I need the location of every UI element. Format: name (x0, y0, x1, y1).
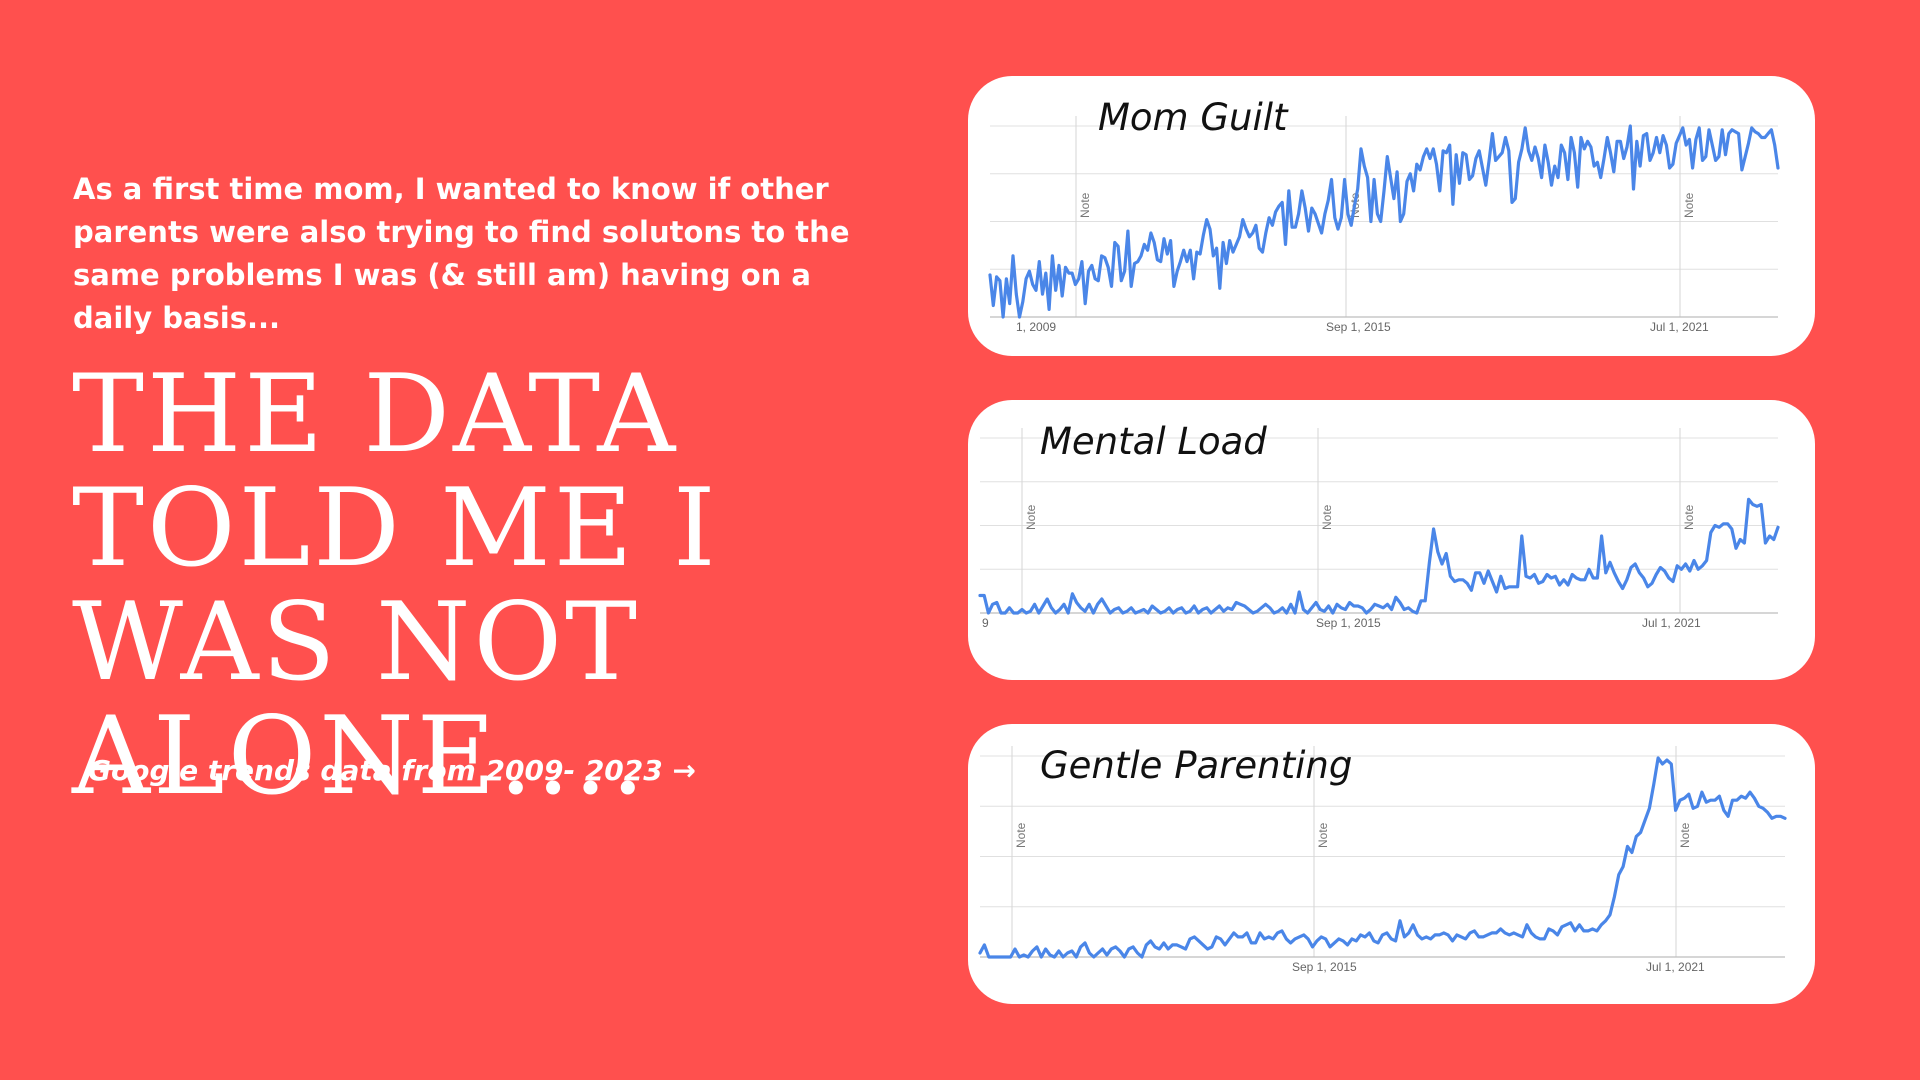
chart-card-mental-load: Note Note Note 9 Sep 1, 2015 Jul 1, 2021 Ment… (968, 400, 1815, 680)
chart-title-mom-guilt: Mom Guilt (1098, 96, 1288, 139)
intro-text: As a first time mom, I wanted to know if… (73, 172, 850, 335)
x-tick-label: Sep 1, 2015 (1316, 616, 1381, 630)
x-tick-label: Sep 1, 2015 (1326, 320, 1391, 334)
series-line-mental-load (978, 497, 1780, 615)
chart-mental-load: Note Note Note 9 Sep 1, 2015 Jul 1, 2021 (978, 428, 1780, 630)
note-label: Note (1024, 504, 1038, 530)
headline: THE DATA TOLD ME I WAS NOT ALONE.... (72, 352, 719, 819)
note-label: Note (1078, 192, 1092, 218)
x-tick-label: 1, 2009 (1016, 320, 1056, 334)
series-line-mom-guilt (988, 124, 1780, 319)
chart-card-gentle-parenting: Note Note Note Sep 1, 2015 Jul 1, 2021 Gentl… (968, 724, 1815, 1004)
x-tick-label: 9 (982, 616, 989, 630)
chart-title-mental-load: Mental Load (1040, 420, 1267, 463)
x-tick-label: Jul 1, 2021 (1650, 320, 1709, 334)
note-label: Note (1682, 192, 1696, 218)
chart-card-mom-guilt: Note Note Note 1, 2009 Sep 1, 2015 Jul 1, 202… (968, 76, 1815, 356)
chart-gentle-parenting: Note Note Note Sep 1, 2015 Jul 1, 2021 (978, 746, 1787, 974)
x-tick-label: Jul 1, 2021 (1642, 616, 1701, 630)
note-label: Note (1014, 822, 1028, 848)
chart-title-gentle-parenting: Gentle Parenting (1040, 744, 1353, 787)
x-tick-label: Jul 1, 2021 (1646, 960, 1705, 974)
caption: Google trends data from 2009- 2023 → (88, 754, 696, 787)
x-tick-label: Sep 1, 2015 (1292, 960, 1357, 974)
note-label: Note (1320, 504, 1334, 530)
series-line-gentle-parenting (978, 756, 1787, 959)
note-label: Note (1682, 504, 1696, 530)
note-label: Note (1316, 822, 1330, 848)
note-label: Note (1678, 822, 1692, 848)
